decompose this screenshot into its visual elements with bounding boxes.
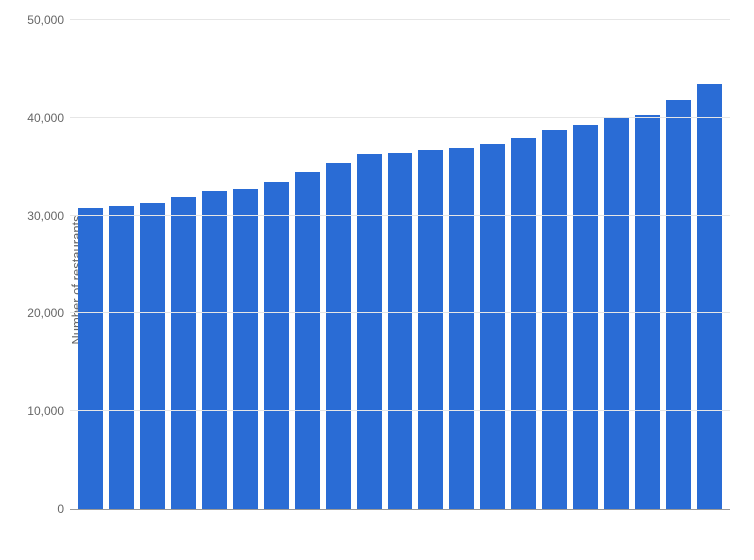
bar — [233, 189, 258, 509]
bar — [140, 203, 165, 509]
y-tick-label: 10,000 — [27, 404, 64, 418]
bar — [357, 154, 382, 509]
bar — [511, 138, 536, 509]
bar — [202, 191, 227, 509]
gridline — [70, 312, 730, 313]
plot-area: 010,00020,00030,00040,00050,000 — [70, 20, 730, 510]
bar — [666, 100, 691, 509]
y-tick-label: 30,000 — [27, 209, 64, 223]
bar — [573, 125, 598, 509]
bar — [697, 84, 722, 509]
bar — [604, 118, 629, 509]
gridline — [70, 117, 730, 118]
bar — [480, 144, 505, 509]
chart-container: 010,00020,00030,00040,00050,000 — [70, 20, 730, 510]
y-tick-label: 50,000 — [27, 13, 64, 27]
bar — [109, 206, 134, 509]
y-tick-label: 0 — [57, 502, 64, 516]
bar — [388, 153, 413, 509]
bar — [264, 182, 289, 509]
bar — [295, 172, 320, 509]
bar — [78, 208, 103, 509]
bars-group — [70, 20, 730, 509]
gridline — [70, 410, 730, 411]
bar — [171, 197, 196, 509]
gridline — [70, 215, 730, 216]
bar — [449, 148, 474, 509]
bar — [542, 130, 567, 509]
bar — [418, 150, 443, 509]
y-tick-label: 40,000 — [27, 111, 64, 125]
gridline — [70, 19, 730, 20]
y-tick-label: 20,000 — [27, 306, 64, 320]
